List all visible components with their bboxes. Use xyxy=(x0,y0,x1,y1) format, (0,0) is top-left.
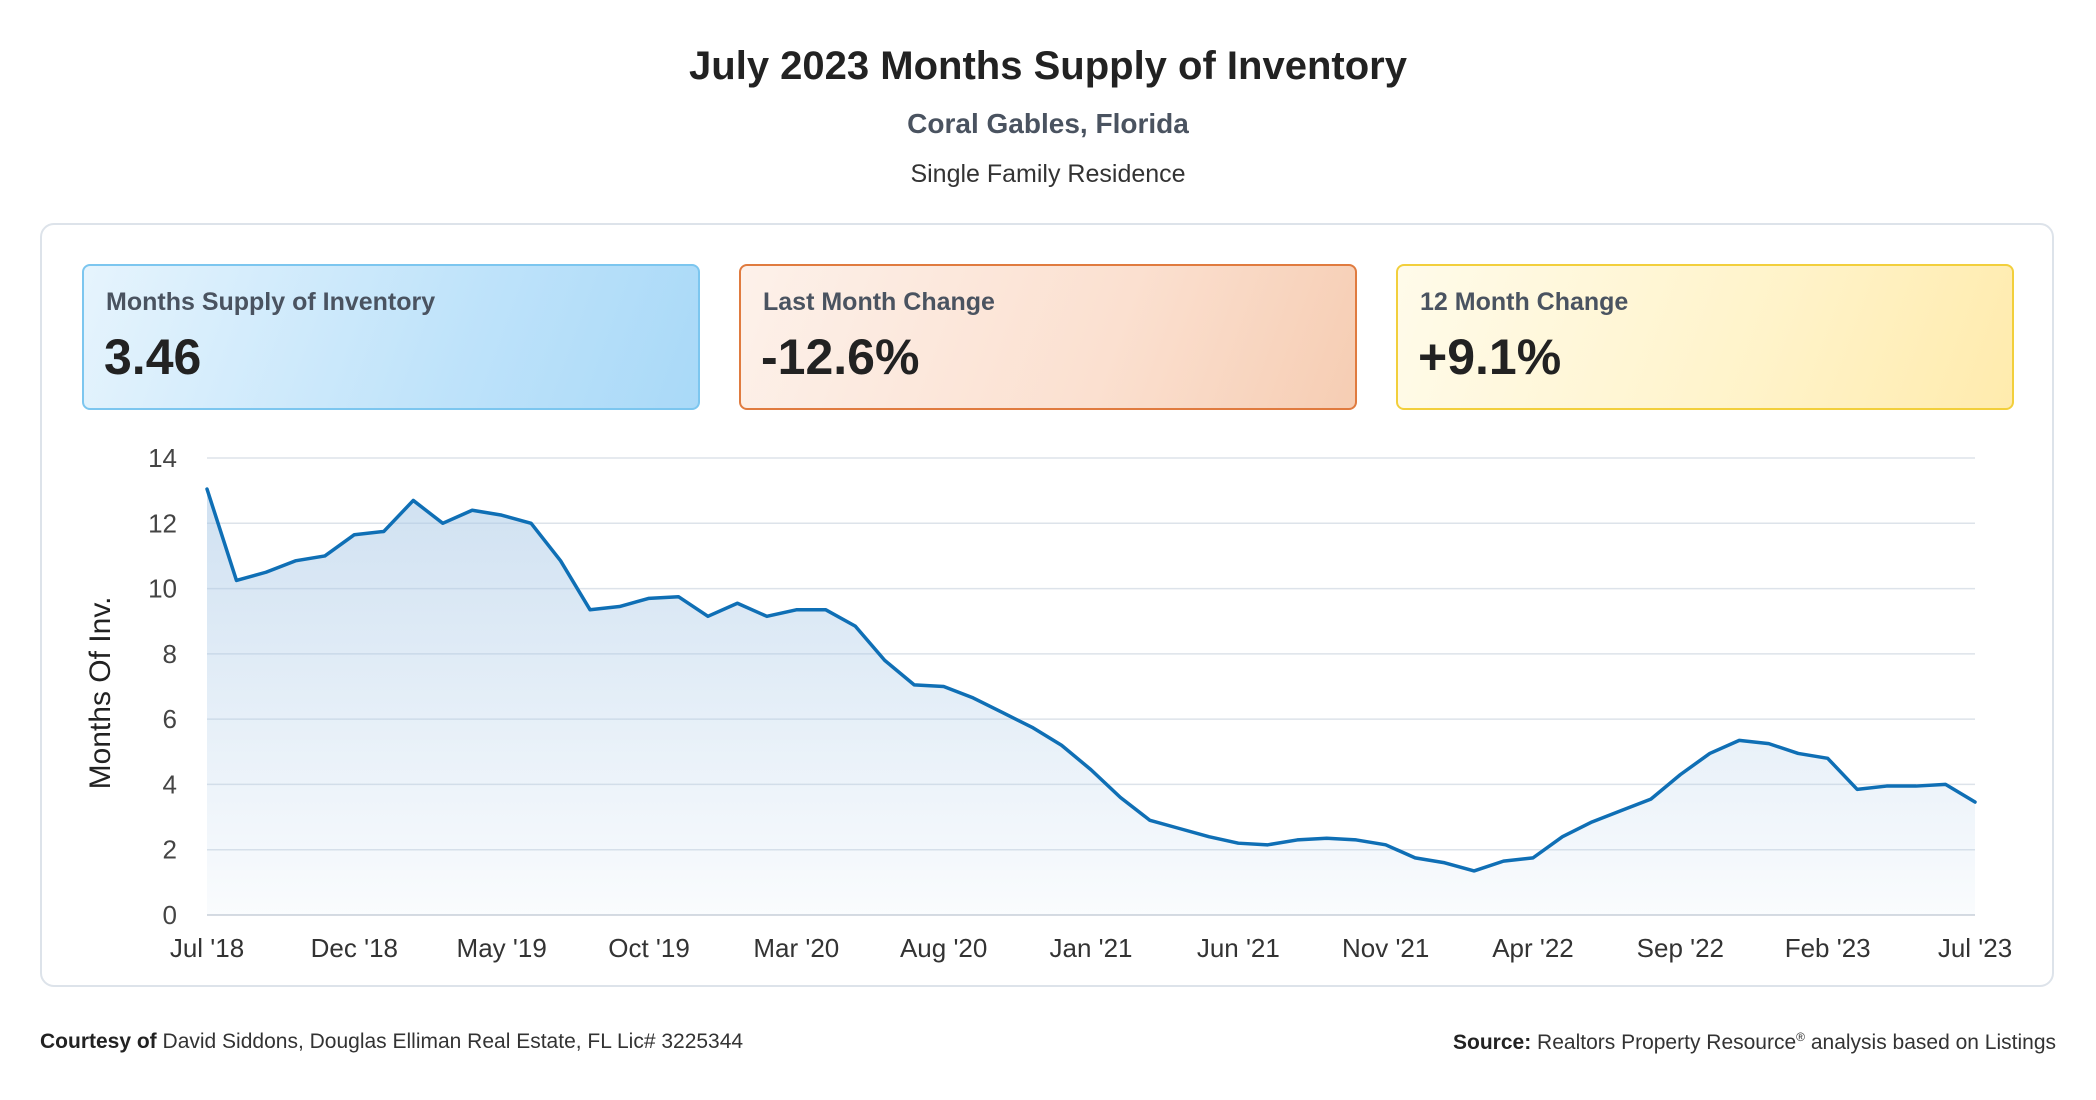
y-axis-ticks: 0 2 4 6 8 10 12 14 xyxy=(148,443,177,930)
series-area xyxy=(207,489,1975,915)
months-supply-value: 3.46 xyxy=(104,329,202,385)
x-tick-label: Jan '21 xyxy=(1049,933,1132,963)
x-tick-label: Feb '23 xyxy=(1785,933,1871,963)
registered-mark: ® xyxy=(1796,1030,1805,1044)
courtesy-text: David Siddons, Douglas Elliman Real Esta… xyxy=(162,1030,744,1053)
last-month-change-value: -12.6% xyxy=(761,329,920,385)
x-tick-label: Mar '20 xyxy=(753,933,839,963)
property-type: Single Family Residence xyxy=(910,160,1186,188)
y-tick-label: 2 xyxy=(163,835,177,865)
last-month-change-card: Last Month Change -12.6% xyxy=(739,264,1357,410)
chart-title: July 2023 Months Supply of Inventory xyxy=(689,44,1407,88)
y-tick-label: 8 xyxy=(163,639,177,669)
chart-location: Coral Gables, Florida xyxy=(907,108,1189,139)
x-tick-label: Aug '20 xyxy=(900,933,987,963)
twelve-month-change-card: 12 Month Change +9.1% xyxy=(1396,264,2014,410)
x-tick-label: Sep '22 xyxy=(1637,933,1724,963)
series-line xyxy=(205,487,1977,873)
y-tick-label: 4 xyxy=(163,769,177,799)
x-tick-label: Apr '22 xyxy=(1492,933,1574,963)
x-axis-ticks: Jul '18 Dec '18 May '19 Oct '19 Mar '20 Aug '… xyxy=(170,933,2012,963)
y-tick-label: 6 xyxy=(163,704,177,734)
source-prefix: Source: xyxy=(1453,1031,1532,1054)
y-tick-label: 12 xyxy=(148,508,177,538)
last-month-change-label: Last Month Change xyxy=(763,288,995,316)
twelve-month-change-value: +9.1% xyxy=(1418,329,1562,385)
source-name: Realtors Property Resource xyxy=(1537,1031,1797,1054)
x-tick-label: Jun '21 xyxy=(1197,933,1280,963)
x-tick-label: Nov '21 xyxy=(1342,933,1429,963)
y-tick-label: 14 xyxy=(148,443,177,473)
y-tick-label: 0 xyxy=(163,900,177,930)
y-tick-label: 10 xyxy=(148,574,177,604)
courtesy-footer: Courtesy of David Siddons, Douglas Ellim… xyxy=(40,1030,743,1054)
x-tick-label: Oct '19 xyxy=(608,933,690,963)
months-supply-label: Months Supply of Inventory xyxy=(106,288,436,316)
x-tick-label: Jul '23 xyxy=(1938,933,2012,963)
x-tick-label: Dec '18 xyxy=(311,933,398,963)
y-axis-label: Months Of Inv. xyxy=(84,597,117,790)
courtesy-prefix: Courtesy of xyxy=(40,1030,157,1053)
months-supply-card: Months Supply of Inventory 3.46 xyxy=(82,264,700,410)
source-footer: Source: Realtors Property Resource® anal… xyxy=(1453,1030,2056,1055)
x-tick-label: May '19 xyxy=(457,933,547,963)
twelve-month-change-label: 12 Month Change xyxy=(1420,288,1629,316)
x-tick-label: Jul '18 xyxy=(170,933,244,963)
source-suffix: analysis based on Listings xyxy=(1810,1031,2056,1054)
